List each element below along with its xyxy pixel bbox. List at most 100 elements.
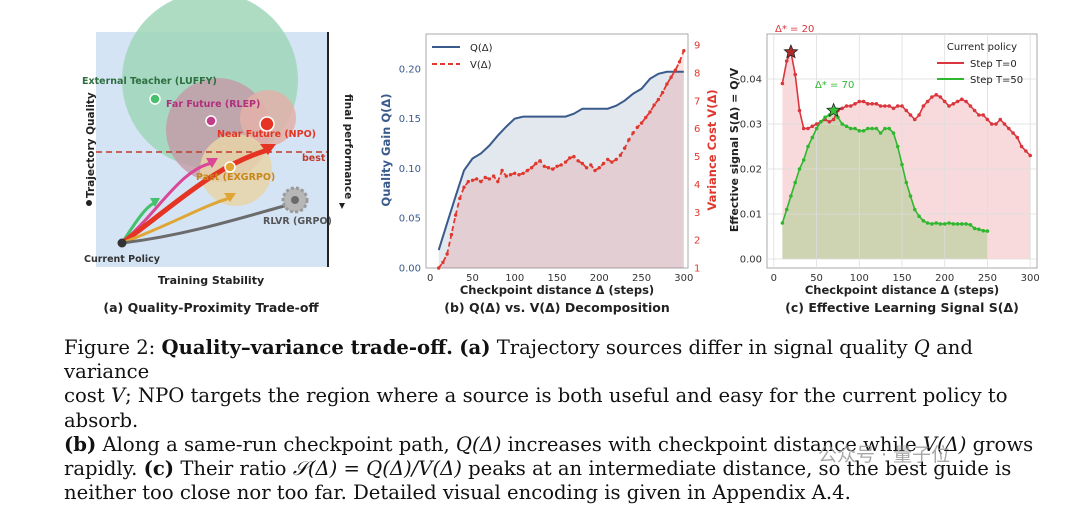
series-t0-point <box>964 99 968 104</box>
series-t50-point <box>908 194 913 198</box>
series-v-point <box>462 185 466 189</box>
caption-text: peaks at an intermediate distance, so th… <box>468 457 1012 481</box>
series-t0-point <box>930 95 934 99</box>
series-v-point <box>441 260 445 265</box>
best-label: best <box>302 153 326 164</box>
figure-panels: External Teacher (LUFFY) Far Future (RLE… <box>82 0 1040 315</box>
series-t50-point <box>797 167 802 171</box>
series-v-point <box>529 166 534 170</box>
series-v-point <box>597 166 601 170</box>
series-v-point <box>491 174 496 178</box>
series-t50-point <box>861 129 866 133</box>
series-v-point <box>576 159 580 163</box>
series-v-point <box>652 103 656 107</box>
series-t0-point <box>972 108 977 113</box>
series-t50-point <box>789 194 793 198</box>
panel-b-ylabel-right: Variance Cost V(Δ) <box>705 89 719 210</box>
series-v-point <box>458 196 462 201</box>
series-t0-point <box>900 104 904 108</box>
series-t50-point <box>819 120 823 124</box>
series-t50-point <box>960 222 964 226</box>
series-t0-point <box>938 95 943 99</box>
series-v-point <box>470 178 475 182</box>
series-v-point <box>677 60 682 64</box>
tick-label-left: 0.00 <box>399 264 421 275</box>
series-t50-point <box>853 126 857 131</box>
series-v-point <box>504 174 508 178</box>
series-t0-point <box>1007 126 1011 131</box>
series-t50-point <box>942 222 947 226</box>
tick-label-right: 6 <box>694 124 700 135</box>
legend-t0: Step T=0 <box>970 59 1017 70</box>
series-t0-point <box>925 99 930 104</box>
series-t50-point <box>913 207 917 212</box>
series-t0-point <box>814 122 819 126</box>
series-t0-point <box>942 99 947 104</box>
series-v-point <box>555 164 559 168</box>
panel-a: External Teacher (LUFFY) Far Future (RLE… <box>82 0 354 315</box>
series-t50-point <box>780 221 785 225</box>
tick-label-right: 1 <box>694 264 700 275</box>
series-v-point <box>593 168 597 173</box>
series-v-point <box>660 90 665 95</box>
series-t0-point <box>904 108 909 113</box>
series-v-point <box>656 97 661 102</box>
panel-c-xlabel: Checkpoint distance Δ (steps) <box>805 283 999 297</box>
series-v-point <box>665 82 669 86</box>
series-t50-point <box>844 124 849 129</box>
caption-math: V(Δ) <box>922 432 967 456</box>
caption-text: Trajectory sources differ in signal qual… <box>496 336 908 359</box>
tick-label-x: 0 <box>771 273 777 284</box>
caption-text: increases with checkpoint distance while <box>507 432 917 456</box>
caption-a: (a) <box>459 336 491 359</box>
series-t50-point <box>784 207 789 212</box>
tick-label-right: 9 <box>694 41 700 52</box>
series-t0-point <box>968 104 973 108</box>
series-t50-point <box>883 126 887 131</box>
series-t0-point <box>934 93 938 97</box>
series-t0-point <box>844 104 849 108</box>
tick-label-right: 7 <box>694 96 700 107</box>
series-t0-point <box>977 113 981 117</box>
series-t50-point <box>947 221 951 225</box>
series-t0-point <box>960 97 964 102</box>
tick-label-x: 200 <box>590 273 609 284</box>
label-current: Current Policy <box>84 254 161 265</box>
series-t0-point <box>985 117 990 122</box>
tick-label-x: 250 <box>632 273 651 284</box>
series-t50-point <box>870 126 874 131</box>
series-t0-point <box>908 113 913 117</box>
series-v-point <box>601 161 606 166</box>
series-v-point <box>673 68 677 72</box>
panel-b-title: (b) Q(Δ) vs. V(Δ) Decomposition <box>444 300 670 315</box>
caption-math: Q(Δ) <box>455 432 502 456</box>
peak-star-icon <box>826 102 842 118</box>
label-external: External Teacher (LUFFY) <box>82 76 217 87</box>
series-t50-point <box>887 126 891 131</box>
series-v-point <box>580 161 585 166</box>
caption-math: Q <box>913 336 930 359</box>
tick-label-x: 50 <box>810 273 823 284</box>
tick-label-right: 3 <box>694 208 700 219</box>
series-t50-point <box>793 180 797 185</box>
series-t0-point <box>887 104 891 108</box>
tick-label-y: 0.02 <box>740 165 762 176</box>
series-v-point <box>500 168 504 173</box>
series-t0-point <box>917 113 921 117</box>
tick-label-right: 2 <box>694 236 700 247</box>
series-t50-point <box>857 129 862 133</box>
series-v-point <box>614 157 618 162</box>
series-v-point <box>644 115 648 120</box>
legend-title: Current policy <box>947 42 1017 53</box>
series-t50-point <box>938 222 943 226</box>
series-t50-point <box>934 221 938 225</box>
series-t0-point <box>848 104 853 108</box>
series-t50-point <box>801 158 806 162</box>
series-t0-point <box>891 106 896 111</box>
series-t0-point <box>831 117 836 122</box>
series-v-point <box>517 173 521 177</box>
series-t0-point <box>955 99 960 104</box>
series-t0-point <box>878 104 883 108</box>
tick-label-x: 50 <box>466 273 479 284</box>
gear-icon <box>281 186 309 214</box>
